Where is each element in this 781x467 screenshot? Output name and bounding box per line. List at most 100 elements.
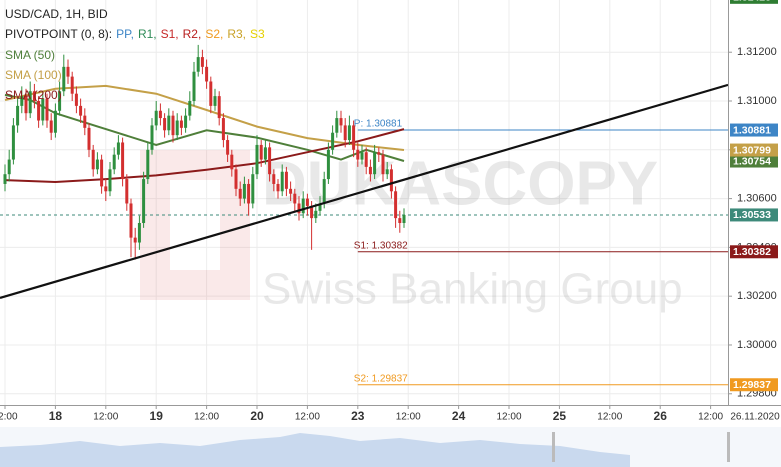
price-marker-label: 1.30754: [733, 155, 771, 167]
pivot-legend-item: S2,: [205, 27, 223, 41]
price-marker-label: 1.30881: [733, 124, 771, 136]
candle-body: [142, 179, 146, 223]
candle-body: [104, 186, 108, 192]
candle-body: [95, 159, 99, 170]
candle-body: [179, 120, 183, 128]
candle-body: [389, 169, 393, 192]
price-marker: [730, 245, 778, 259]
pivot-label: P: 1.30881: [354, 119, 403, 130]
candle-body: [268, 147, 272, 175]
pivot-legend: PIVOTPOINT (0, 8): PP, R1, S1, R2, S2, R3, S3: [5, 27, 265, 41]
candle-body: [3, 174, 7, 184]
price-marker: [730, 123, 778, 137]
candle-body: [402, 214, 406, 223]
watermark-tagline: Swiss Banking Group: [262, 265, 683, 314]
candle-body: [373, 152, 377, 175]
candle-body: [318, 203, 322, 211]
candle-body: [209, 81, 213, 106]
candle-body: [146, 149, 150, 180]
candle-body: [284, 171, 288, 189]
trendline-group: [0, 83, 728, 299]
candle-body: [368, 166, 372, 175]
candle-body: [272, 174, 276, 184]
price-marker-label: 1.30382: [733, 246, 771, 258]
candle-body: [339, 118, 343, 126]
candle-body: [53, 110, 57, 133]
candle-body: [301, 198, 305, 214]
x-tick-label: 23: [351, 409, 365, 423]
candle-body: [377, 152, 381, 155]
candle-body: [322, 179, 326, 204]
legend-entry: SMA (200): [5, 88, 62, 102]
navigator-handle[interactable]: [552, 432, 555, 462]
candle-body: [305, 198, 309, 206]
candle-body: [314, 210, 318, 219]
candle-body: [234, 169, 238, 189]
candle-body: [343, 125, 347, 141]
candle-body: [79, 105, 83, 116]
watermark-logo-cut: [170, 180, 220, 270]
candle-body: [360, 152, 364, 160]
sma-line: [4, 128, 405, 184]
candle-body: [255, 144, 259, 175]
candle-body: [16, 105, 20, 126]
x-tick-label: 26: [654, 409, 668, 423]
x-tick-label: 12:00: [396, 412, 421, 423]
x-tick-label: 12:00: [93, 412, 118, 423]
candle-body: [129, 203, 133, 238]
pivot-legend-item: S3: [250, 27, 265, 41]
y-tick-label: 1.31200: [737, 46, 777, 58]
navigator-area: [0, 433, 630, 467]
candle-body: [263, 147, 267, 160]
price-marker-label: 1.29837: [733, 379, 771, 391]
pivot-legend-item: PP,: [116, 27, 134, 41]
date-label: 26.11.2020: [730, 412, 780, 423]
candle-body: [381, 154, 385, 175]
price-marker: [730, 143, 778, 157]
candle-body: [45, 98, 49, 121]
pivot-legend-item: R2,: [183, 27, 202, 41]
levels: P: 1.30881 S1: 1.30382 S2: 1.29837: [0, 119, 728, 386]
candle-body: [133, 237, 137, 243]
candle-body: [41, 98, 45, 121]
price-marker-label: 1.31425: [733, 0, 771, 4]
candle-body: [364, 152, 368, 167]
candle-body: [230, 154, 234, 170]
candle-body: [251, 174, 255, 204]
price-marker: [730, 378, 778, 392]
candle-body: [87, 127, 91, 150]
candle-body: [213, 96, 217, 106]
candle-body: [83, 115, 87, 128]
price-marker: [730, 154, 778, 168]
navigator-handle[interactable]: [727, 432, 730, 462]
pivot-label: S1: 1.30382: [354, 240, 408, 251]
chart-title: USD/CAD, 1H, BID: [5, 7, 108, 21]
candle-body: [385, 169, 389, 175]
y-tick-label: 1.31000: [737, 95, 777, 107]
x-tick-label: 18: [49, 409, 63, 423]
candle-body: [247, 183, 251, 204]
candle-body: [331, 132, 335, 150]
candle-body: [150, 125, 154, 150]
candle-body: [394, 191, 398, 219]
candle-body: [137, 222, 141, 243]
candle-body: [158, 110, 162, 119]
candle-body: [58, 91, 62, 111]
trendline: [0, 83, 728, 299]
price-marker-label: 1.30799: [733, 144, 771, 156]
candle-body: [163, 118, 167, 131]
candle-body: [49, 120, 53, 133]
candle-body: [217, 96, 221, 119]
candle-body: [221, 118, 225, 141]
candle-body: [347, 125, 351, 141]
candle-body: [11, 125, 15, 160]
candle-body: [62, 66, 66, 92]
candle-body: [226, 140, 230, 155]
candle-body: [108, 169, 112, 192]
candle-body: [356, 149, 360, 160]
candle-body: [74, 93, 78, 106]
legend: USD/CAD, 1H, BID PIVOTPOINT (0, 8): PP, R1,…: [5, 7, 265, 102]
candle-body: [91, 149, 95, 170]
candle-body: [289, 188, 293, 194]
